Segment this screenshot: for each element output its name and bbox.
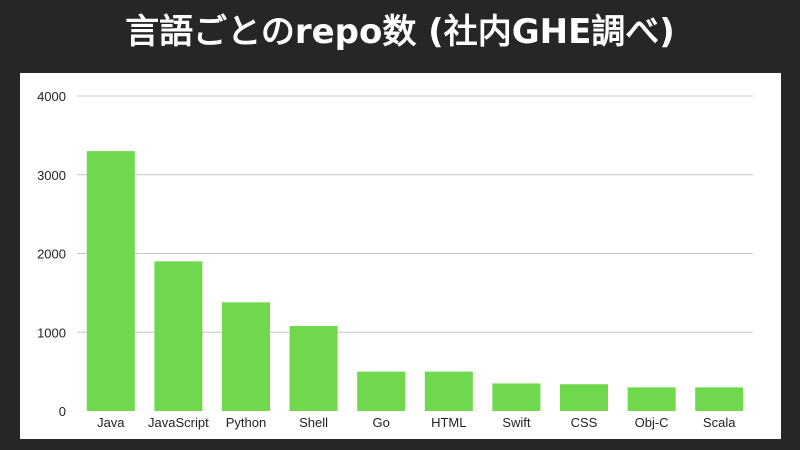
x-tick-label: Scala [703,415,736,430]
y-tick-label: 3000 [37,168,66,183]
bar-css [560,384,608,411]
bar-obj-c [627,387,676,411]
x-tick-label: Shell [299,415,328,430]
bar-scala [695,387,744,411]
y-tick-label: 0 [59,404,66,419]
y-tick-label: 4000 [37,89,66,104]
x-tick-label: Go [373,415,390,430]
bar-python [222,302,270,411]
y-tick-label: 1000 [37,325,66,340]
y-tick-label: 2000 [37,247,66,262]
x-tick-label: Obj-C [635,415,669,430]
x-tick-label: HTML [431,415,466,430]
bar-swift [492,383,541,411]
slide-title: 言語ごとのrepo数 (社内GHE調べ) [125,12,675,52]
x-tick-label: CSS [571,415,598,430]
bar-go [357,371,406,411]
chart-panel: 0 1000 2000 3000 4000 Java JavaScript Python She… [20,73,781,439]
bar-javascript [154,261,203,411]
bar-html [424,371,473,411]
x-tick-label: JavaScript [148,415,209,430]
x-tick-label: Python [226,415,266,430]
x-tick-label: Swift [502,415,531,430]
x-tick-label: Java [97,415,125,430]
bar-chart: 0 1000 2000 3000 4000 Java JavaScript Python She… [37,89,753,430]
bar-shell [289,325,338,411]
bar-java [86,151,135,411]
